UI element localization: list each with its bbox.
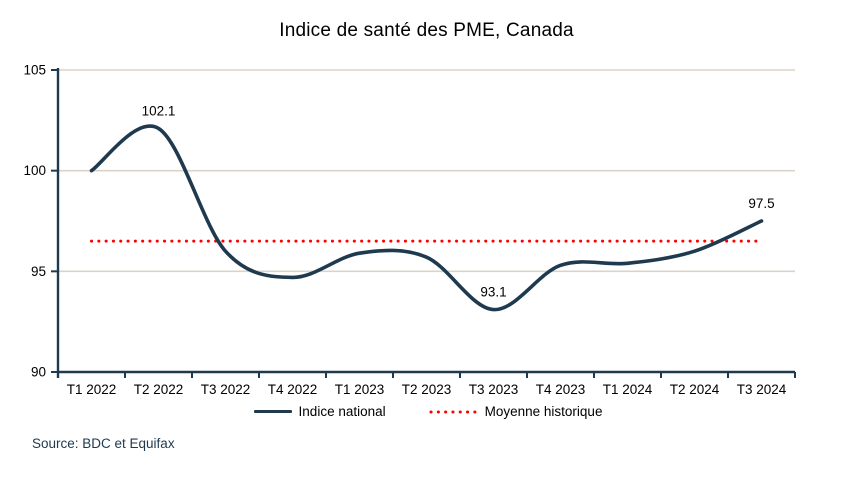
y-axis-label: 105 [23, 63, 46, 78]
x-axis-label: T3 2023 [469, 382, 519, 397]
y-axis-label: 90 [31, 365, 46, 380]
x-axis-label: T3 2022 [201, 382, 251, 397]
legend-label: Indice national [298, 404, 386, 419]
x-axis-label: T4 2022 [268, 382, 318, 397]
y-axis-label: 100 [23, 163, 46, 178]
legend-label: Moyenne historique [484, 404, 603, 419]
x-axis-label: T2 2023 [402, 382, 452, 397]
series-line [89, 124, 764, 312]
legend-item-moyenne-historique: Moyenne historique [428, 404, 603, 419]
x-axis-label: T4 2023 [536, 382, 586, 397]
legend-dotted-line-swatch [429, 410, 477, 413]
x-axis-label: T2 2022 [134, 382, 184, 397]
chart-title: Indice de santé des PME, Canada [279, 20, 574, 41]
x-axis-label: T2 2024 [670, 382, 720, 397]
data-label: 102.1 [142, 103, 176, 118]
legend-item-indice-national: Indice national [253, 404, 386, 419]
x-axis-label: T1 2023 [335, 382, 385, 397]
legend-solid-line-swatch [253, 410, 292, 413]
x-axis-label: T3 2024 [737, 382, 787, 397]
source-note: Source: BDC et Equifax [32, 436, 175, 451]
x-axis-label: T1 2024 [603, 382, 653, 397]
chart-legend: Indice national Moyenne historique [0, 404, 856, 419]
data-label: 93.1 [480, 285, 506, 300]
data-label: 97.5 [748, 196, 774, 211]
x-axis-label: T1 2022 [67, 382, 117, 397]
y-axis-label: 95 [31, 264, 46, 279]
